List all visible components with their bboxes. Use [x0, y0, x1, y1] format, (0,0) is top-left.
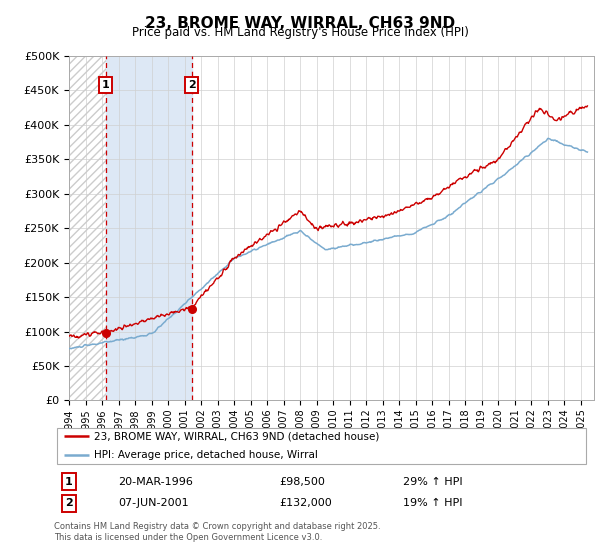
Text: 20-MAR-1996: 20-MAR-1996 — [118, 477, 193, 487]
Text: HPI: Average price, detached house, Wirral: HPI: Average price, detached house, Wirr… — [94, 450, 318, 460]
Text: Contains HM Land Registry data © Crown copyright and database right 2025.
This d: Contains HM Land Registry data © Crown c… — [54, 522, 380, 542]
Text: 19% ↑ HPI: 19% ↑ HPI — [403, 498, 463, 508]
FancyBboxPatch shape — [56, 428, 586, 464]
Bar — [69, 56, 106, 400]
Bar — [106, 56, 191, 400]
Text: 1: 1 — [65, 477, 73, 487]
Text: £98,500: £98,500 — [280, 477, 325, 487]
Text: 07-JUN-2001: 07-JUN-2001 — [118, 498, 189, 508]
Text: 2: 2 — [188, 80, 196, 90]
Text: 2: 2 — [65, 498, 73, 508]
Bar — [69, 56, 106, 400]
Text: 29% ↑ HPI: 29% ↑ HPI — [403, 477, 463, 487]
Text: 23, BROME WAY, WIRRAL, CH63 9ND: 23, BROME WAY, WIRRAL, CH63 9ND — [145, 16, 455, 31]
Text: Price paid vs. HM Land Registry's House Price Index (HPI): Price paid vs. HM Land Registry's House … — [131, 26, 469, 39]
Text: £132,000: £132,000 — [280, 498, 332, 508]
Text: 23, BROME WAY, WIRRAL, CH63 9ND (detached house): 23, BROME WAY, WIRRAL, CH63 9ND (detache… — [94, 432, 380, 441]
Text: 1: 1 — [102, 80, 110, 90]
